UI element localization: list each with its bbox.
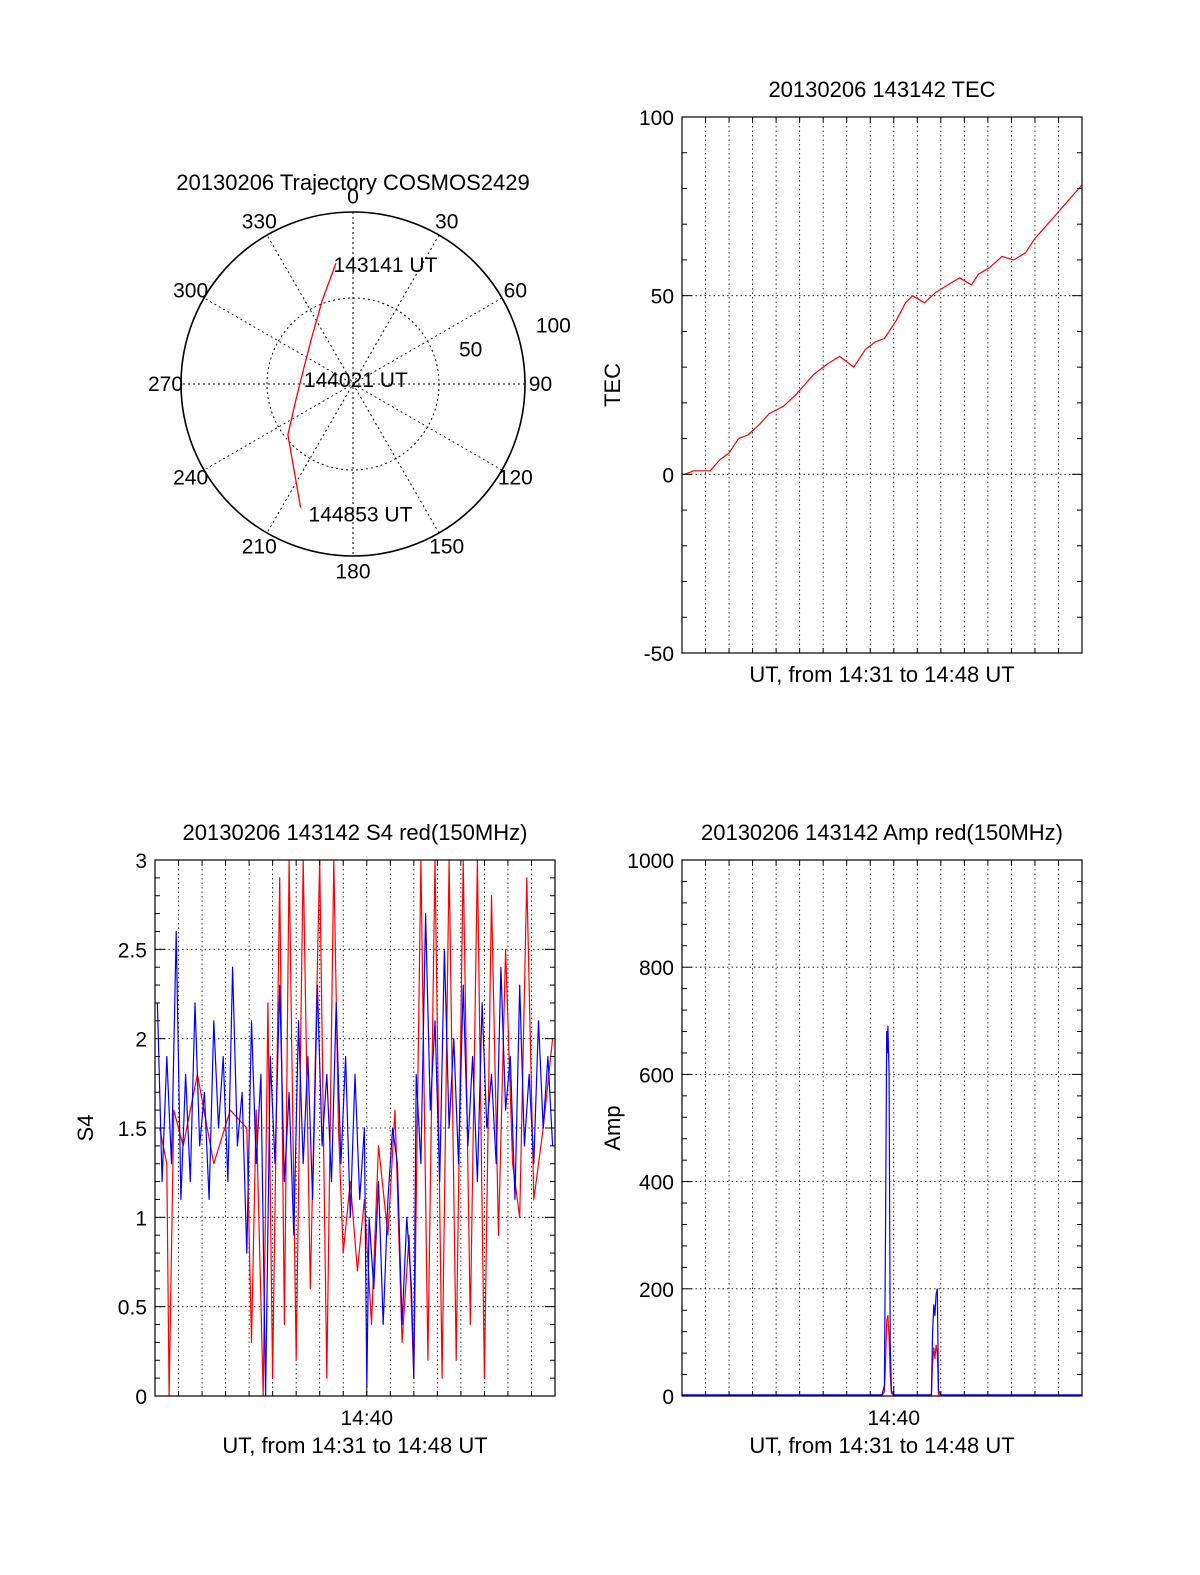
x-axis-label: UT, from 14:31 to 14:48 UT — [222, 1433, 487, 1458]
series-line-0 — [159, 859, 554, 1397]
y-tick-label: 200 — [639, 1279, 674, 1302]
angle-tick-label: 30 — [435, 211, 458, 234]
y-tick-label: 0.5 — [118, 1297, 147, 1320]
y-axis-label: TEC — [600, 363, 625, 407]
series-line-0 — [684, 184, 1083, 475]
panel-title: 20130206 143142 TEC — [768, 77, 995, 102]
angle-tick-label: 90 — [529, 373, 552, 396]
y-tick-label: 2.5 — [118, 939, 147, 962]
x-axis-label: UT, from 14:31 to 14:48 UT — [749, 1433, 1014, 1458]
x-tick-label: 14:40 — [867, 1407, 920, 1430]
angle-tick-label: 180 — [335, 560, 370, 583]
angle-tick-label: 240 — [173, 467, 208, 490]
y-tick-label: 3 — [135, 850, 147, 873]
angle-tick-label: 0 — [347, 186, 359, 209]
angle-tick-label: 60 — [504, 279, 527, 302]
y-tick-label: 600 — [639, 1064, 674, 1087]
y-tick-label: 1000 — [627, 850, 674, 873]
angle-tick-label: 210 — [242, 535, 277, 558]
angle-tick-label: 270 — [148, 373, 183, 396]
x-axis-label: UT, from 14:31 to 14:48 UT — [749, 662, 1014, 687]
trajectory-time-label: 144853 UT — [309, 504, 413, 527]
panel-title: 20130206 143142 S4 red(150MHz) — [183, 820, 528, 845]
trajectory-time-label: 144021 UT — [304, 369, 408, 392]
amp-panel: 0 200 400 600 800 1000 14:40 20130206 143142 Am… — [600, 820, 1083, 1458]
angle-tick-label: 300 — [173, 279, 208, 302]
y-tick-label: 1 — [135, 1207, 147, 1230]
y-tick-label: 1.5 — [118, 1118, 147, 1141]
radial-tick-label: 50 — [459, 338, 482, 361]
s4-panel: 0 0.5 1 1.5 2 2.5 3 14:40 20130206 143142 S4 red… — [73, 820, 556, 1458]
x-tick-label: 14:40 — [340, 1407, 393, 1430]
trajectory-title: 20130206 Trajectory COSMOS2429 — [176, 170, 529, 195]
series-line-1 — [156, 913, 554, 1397]
plot-frame — [681, 116, 1083, 654]
y-tick-label: -50 — [644, 643, 674, 666]
y-tick-label: 50 — [651, 286, 674, 309]
y-tick-label: 0 — [662, 464, 674, 487]
polar-spoke — [266, 234, 440, 534]
trajectory-panel: 0 30 60 90 120 150 180 210 240 270 300 330 50 100 1431… — [148, 170, 571, 583]
angle-tick-label: 330 — [242, 211, 277, 234]
y-tick-label: 0 — [135, 1386, 147, 1409]
tec-panel: -50 0 50 100 20130206 143142 TEC UT, from 14:… — [600, 77, 1083, 687]
plot-frame — [681, 859, 1083, 1397]
angle-tick-label: 150 — [429, 535, 464, 558]
trajectory-time-label: 143141 UT — [333, 254, 437, 277]
y-tick-label: 0 — [662, 1386, 674, 1409]
y-tick-label: 800 — [639, 957, 674, 980]
y-tick-label: 2 — [135, 1029, 147, 1052]
radial-tick-label: 100 — [536, 315, 571, 338]
y-tick-label: 100 — [639, 107, 674, 130]
y-tick-label: 400 — [639, 1172, 674, 1195]
y-axis-label: Amp — [600, 1105, 625, 1150]
series-line-1 — [682, 1025, 1082, 1396]
trajectory-line — [287, 262, 337, 508]
series-line-0 — [682, 1315, 1082, 1397]
y-axis-label: S4 — [73, 1115, 98, 1142]
angle-tick-label: 120 — [498, 467, 533, 490]
panel-title: 20130206 143142 Amp red(150MHz) — [701, 820, 1063, 845]
